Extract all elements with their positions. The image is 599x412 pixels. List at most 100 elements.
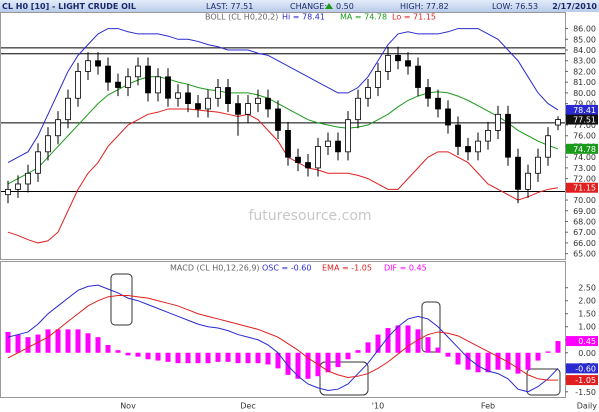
candle-body bbox=[325, 140, 331, 147]
histogram-bar bbox=[515, 352, 521, 374]
macd-panel bbox=[0, 261, 566, 398]
histogram-bar bbox=[495, 352, 501, 370]
y-tick-label: 68.00 bbox=[573, 217, 596, 226]
y-tick-label: 84.00 bbox=[573, 46, 596, 55]
histogram-bar bbox=[55, 329, 61, 353]
last-value-tag-bg bbox=[566, 363, 598, 374]
last-price-tag-bg bbox=[566, 114, 598, 125]
candle-body bbox=[355, 97, 361, 121]
candle-body bbox=[295, 156, 301, 163]
change-label: CHANGE: bbox=[290, 2, 327, 11]
y-tick-label: 81.00 bbox=[573, 78, 596, 87]
candle-body bbox=[515, 156, 521, 190]
histogram-bar bbox=[375, 334, 381, 353]
histogram-bar bbox=[345, 352, 351, 360]
histogram-bar bbox=[365, 342, 371, 353]
histogram-bar bbox=[135, 352, 141, 357]
histogram-bar bbox=[65, 329, 71, 353]
y-tick-label: 82.00 bbox=[573, 67, 596, 76]
candle-body bbox=[535, 156, 541, 174]
change: 0.50 bbox=[336, 2, 354, 11]
candle-body bbox=[425, 87, 431, 99]
y-tick-label: 0.00 bbox=[578, 349, 596, 358]
histogram-bar bbox=[145, 352, 151, 360]
candle-body bbox=[555, 119, 561, 126]
last-value-tag: 0.45 bbox=[578, 337, 596, 346]
candle-body bbox=[495, 113, 501, 131]
y-tick-label: 85.00 bbox=[573, 35, 596, 44]
band-line bbox=[7, 28, 559, 163]
candle-body bbox=[255, 97, 261, 104]
histogram-bar bbox=[265, 352, 271, 365]
y-tick-label: 1.00 bbox=[578, 323, 596, 332]
y-tick-label: 74.00 bbox=[573, 153, 596, 162]
last-value-tag-bg bbox=[566, 143, 598, 154]
last-value-tag: 74.78 bbox=[573, 145, 596, 154]
candle-body bbox=[225, 87, 231, 104]
candle-body bbox=[155, 76, 161, 94]
histogram-bar bbox=[475, 352, 481, 373]
candle-body bbox=[465, 146, 471, 153]
histogram-bar bbox=[185, 352, 191, 364]
y-tick-label: 76.00 bbox=[573, 132, 596, 141]
histogram-bar bbox=[555, 341, 561, 353]
candle-body bbox=[35, 151, 41, 174]
macd-line bbox=[7, 295, 558, 381]
macd-line bbox=[7, 284, 559, 393]
legend-entry: Lo = 71.15 bbox=[392, 13, 436, 22]
annotation-box bbox=[526, 368, 561, 396]
panel-title: BOLL (CL H0,20,2) bbox=[205, 13, 278, 22]
histogram-bar bbox=[395, 325, 401, 353]
candle-body bbox=[15, 183, 21, 190]
last-value-tag-bg bbox=[566, 336, 598, 347]
legend-entry: OSC = -0.60 bbox=[262, 264, 311, 273]
histogram-bar bbox=[435, 347, 441, 353]
histogram-bar bbox=[425, 337, 431, 353]
last-value-tag: -0.60 bbox=[575, 364, 596, 373]
last-value-tag: -1.05 bbox=[575, 376, 596, 385]
candle-body bbox=[175, 92, 181, 99]
y-tick-label: 77.00 bbox=[573, 121, 596, 130]
last-value-tag: 71.15 bbox=[573, 184, 596, 193]
candle-body bbox=[335, 140, 341, 153]
histogram-bar bbox=[245, 352, 251, 364]
histogram-bar bbox=[355, 350, 361, 353]
x-tick-label: Feb bbox=[481, 402, 495, 411]
candle-body bbox=[405, 60, 411, 67]
y-tick-label: 65.00 bbox=[573, 250, 596, 259]
band-line bbox=[7, 108, 559, 244]
histogram-bar bbox=[255, 352, 261, 364]
annotation-box bbox=[421, 301, 441, 353]
histogram-bar bbox=[305, 352, 311, 379]
candle-body bbox=[385, 54, 391, 72]
annotation-box bbox=[319, 361, 369, 396]
histogram-bar bbox=[205, 352, 211, 364]
candle-body bbox=[485, 129, 491, 142]
legend-entry: MA = 74.78 bbox=[340, 13, 387, 22]
histogram-bar bbox=[45, 329, 51, 353]
histogram-bar bbox=[155, 352, 161, 361]
histogram-bar bbox=[385, 328, 391, 353]
legend-entry: EMA = -1.05 bbox=[322, 264, 372, 273]
header-bar bbox=[0, 0, 599, 12]
last-value-tag: 78.41 bbox=[573, 106, 596, 115]
histogram-bar bbox=[295, 352, 301, 379]
histogram-bar bbox=[125, 352, 131, 356]
histogram-bar bbox=[215, 352, 221, 362]
y-tick-label: 70.00 bbox=[573, 196, 596, 205]
candle-body bbox=[525, 172, 531, 190]
histogram-bar bbox=[95, 337, 101, 353]
candle-body bbox=[285, 129, 291, 158]
date: 2/17/2010 bbox=[552, 2, 597, 11]
y-tick-label: 72.00 bbox=[573, 175, 596, 184]
histogram-bar bbox=[105, 344, 111, 353]
x-tick-label: Nov bbox=[120, 402, 136, 411]
y-tick-label: 69.00 bbox=[573, 207, 596, 216]
candle-body bbox=[75, 71, 81, 99]
x-tick-label: Dec bbox=[240, 402, 255, 411]
candle-body bbox=[195, 103, 201, 110]
candle-body bbox=[55, 119, 61, 137]
last-value-tag-bg bbox=[566, 182, 598, 193]
candle-body bbox=[65, 97, 71, 121]
